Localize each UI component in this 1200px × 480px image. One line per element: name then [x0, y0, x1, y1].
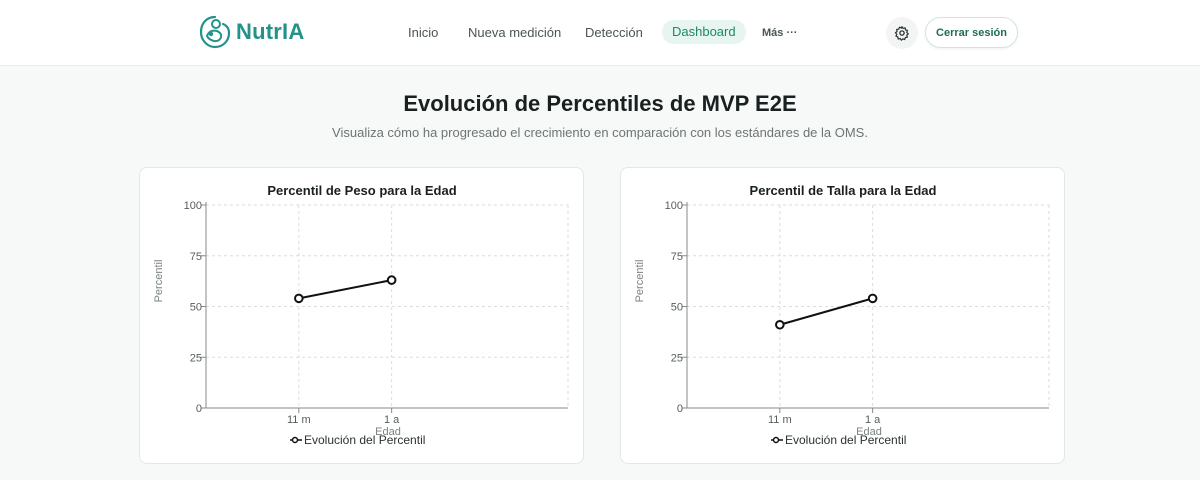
page-subtitle: Visualiza cómo ha progresado el crecimie…: [332, 125, 868, 140]
legend-marker: [772, 436, 780, 444]
series-line: [779, 297, 873, 326]
height-percentile-chart: Percentil de Talla para la Edad 0 25 50 75 10…: [634, 183, 1050, 447]
settings-button[interactable]: [886, 17, 918, 49]
nav-link-deteccion[interactable]: Detección: [585, 25, 643, 40]
chart-card-weight: Percentil de Peso para la Edad 0 25 50 75 100…: [139, 167, 584, 464]
y-tick-label: 100: [184, 200, 202, 212]
y-tick-label: 25: [190, 352, 202, 364]
brand-mother-child-icon: [199, 15, 231, 49]
data-point: [867, 293, 878, 304]
y-tick-label: 25: [671, 352, 683, 364]
brand-logo[interactable]: NutrIA: [198, 14, 304, 50]
y-tick-label: 50: [190, 302, 202, 314]
weight-percentile-chart: Percentil de Peso para la Edad 0 25 50 75 100…: [153, 183, 569, 447]
chart-title: Percentil de Talla para la Edad: [750, 183, 937, 198]
legend-label: Evolución del Percentil: [785, 433, 906, 447]
x-tick-label: 1 a: [865, 414, 881, 426]
legend-marker: [291, 436, 299, 444]
top-navbar: NutrIA Inicio Nueva medición Detección D…: [0, 0, 1200, 66]
gear-icon: [894, 26, 909, 41]
series-line: [298, 279, 392, 300]
chart-title: Percentil de Peso para la Edad: [267, 183, 456, 198]
y-tick-label: 50: [671, 302, 683, 314]
x-tick-label: 11 m: [287, 414, 311, 426]
data-point: [294, 293, 304, 304]
x-axis-label: Edad: [856, 426, 882, 438]
y-tick-label: 0: [196, 403, 202, 415]
nav-link-dashboard[interactable]: Dashboard: [662, 20, 746, 44]
y-tick-label: 100: [665, 200, 683, 212]
brand-name: NutrIA: [236, 19, 305, 44]
legend-label: Evolución del Percentil: [304, 433, 425, 447]
y-tick-label: 0: [677, 403, 683, 415]
nav-link-nueva-medicion[interactable]: Nueva medición: [468, 25, 562, 40]
data-point: [775, 319, 785, 330]
y-axis-label: Percentil: [153, 260, 165, 303]
nav-more-menu[interactable]: Más ···: [762, 27, 798, 39]
data-point: [386, 275, 397, 285]
logout-button[interactable]: Cerrar sesión: [925, 17, 1018, 48]
x-tick-label: 1 a: [384, 414, 400, 426]
nav-link-inicio[interactable]: Inicio: [408, 25, 439, 40]
x-axis-label: Edad: [375, 426, 401, 438]
x-tick-label: 11 m: [768, 414, 792, 426]
page-title: Evolución de Percentiles de MVP E2E: [403, 91, 797, 116]
y-axis-label: Percentil: [634, 260, 646, 303]
y-tick-label: 75: [190, 251, 202, 263]
y-tick-label: 75: [671, 251, 683, 263]
chart-card-height: Percentil de Talla para la Edad 0 25 50 75 10…: [620, 167, 1065, 464]
